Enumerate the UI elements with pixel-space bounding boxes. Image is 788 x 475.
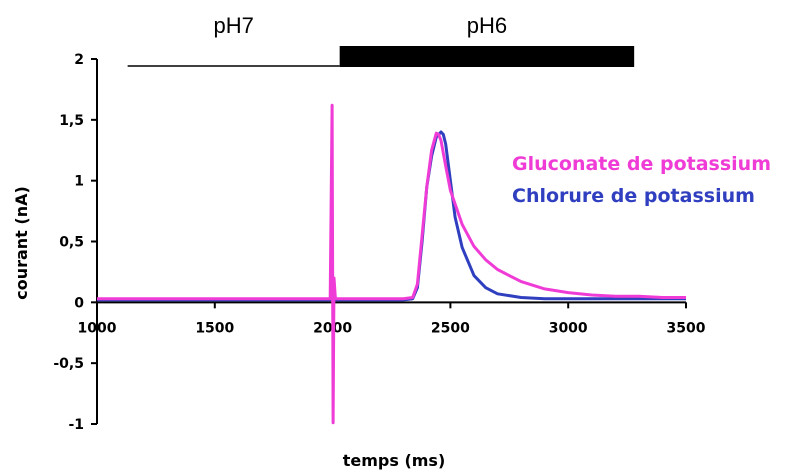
legend: Gluconate de potassium Chlorure de potass… (512, 153, 771, 207)
condition-bar-pH6 (339, 46, 635, 67)
condition-label-pH6: pH6 (467, 13, 507, 38)
legend-entry: Chlorure de potassium (512, 185, 755, 207)
x-tick-labels: 1000 1500 2000 2500 3000 3500 (78, 302, 706, 336)
y-tick-label: 1,5 (59, 113, 84, 129)
condition-label-pH7: pH7 (213, 13, 253, 38)
x-tick-label: 1000 (78, 320, 117, 336)
condition-bars: pH7 pH6 (127, 13, 635, 67)
axes (96, 59, 686, 424)
series-lines (97, 103, 686, 425)
y-tick-label: -1 (68, 417, 84, 433)
y-tick-label: -0,5 (53, 356, 84, 372)
x-tick-label: 3500 (667, 320, 706, 336)
y-tick-label: 1 (74, 174, 84, 190)
y-tick-labels: 2 1,5 1 0,5 0 -0,5 -1 (53, 52, 97, 433)
y-tick-label: 2 (74, 52, 84, 68)
legend-entry: Gluconate de potassium (512, 153, 771, 175)
y-tick-label: 0,5 (59, 235, 84, 251)
y-axis-label: courant (nA) (12, 186, 31, 300)
x-tick-label: 3000 (549, 320, 588, 336)
x-tick-label: 2500 (431, 320, 470, 336)
x-axis-label: temps (ms) (343, 451, 446, 470)
x-tick-label: 1500 (195, 320, 234, 336)
series-line-gluconate (97, 103, 686, 425)
y-tick-label: 0 (74, 295, 84, 311)
